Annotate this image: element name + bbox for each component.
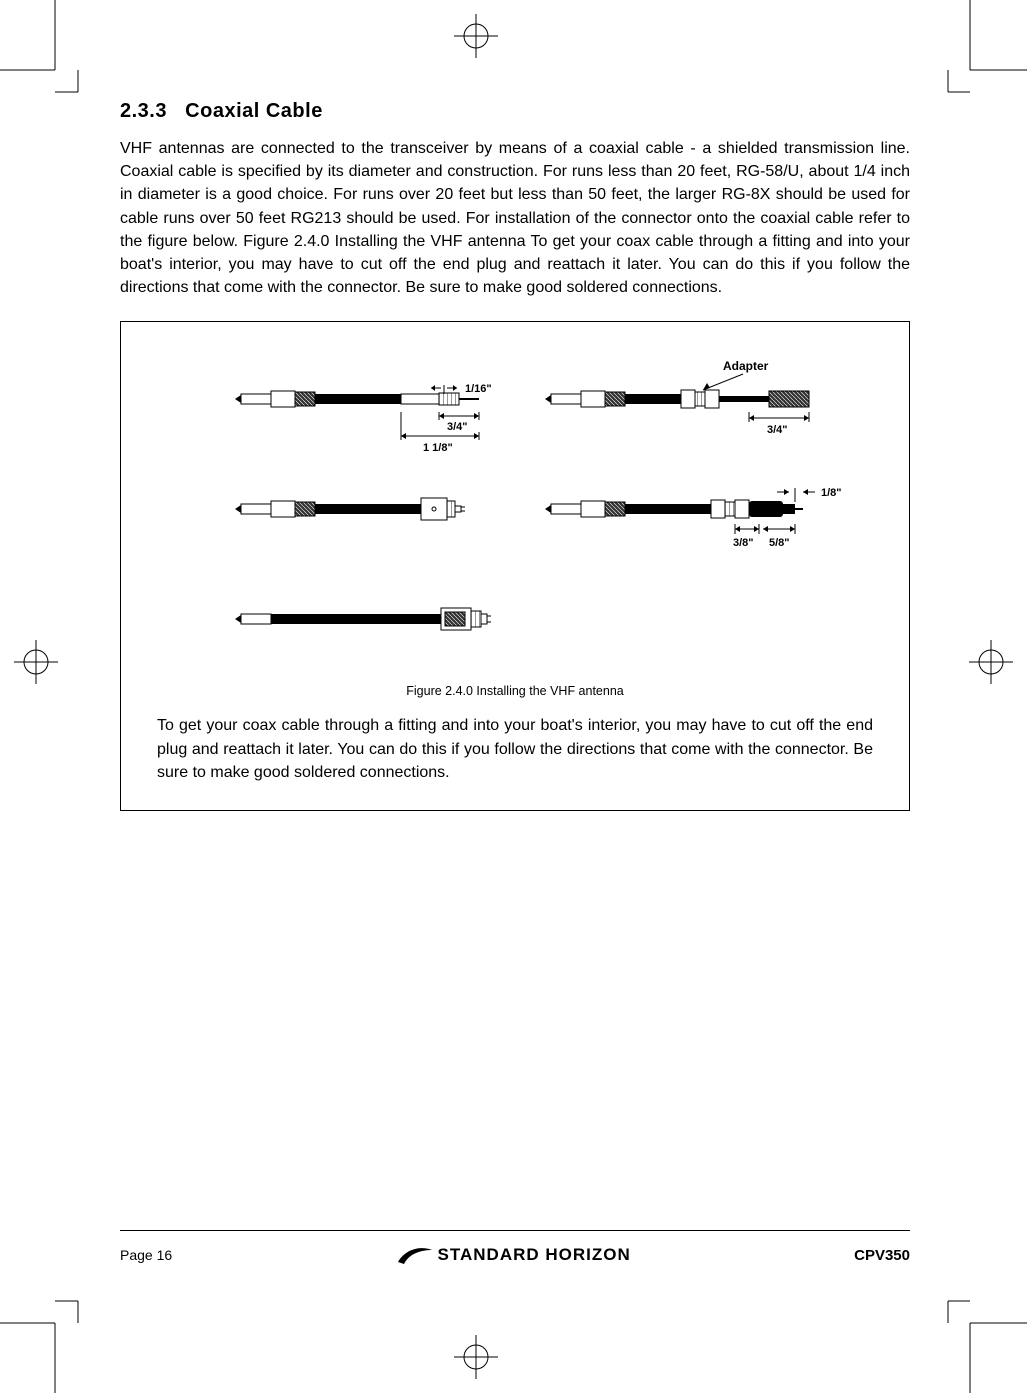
dim-1-8: 1/8" bbox=[821, 487, 842, 499]
page-number: Page 16 bbox=[120, 1247, 172, 1263]
dim-5-8: 5/8" bbox=[769, 537, 790, 549]
dim-1-16: 1/16" bbox=[465, 383, 492, 395]
model-number: CPV350 bbox=[854, 1247, 910, 1264]
section-number: 2.3.3 bbox=[120, 100, 167, 122]
label-adapter: Adapter bbox=[723, 359, 769, 373]
footer-rule bbox=[120, 1230, 910, 1231]
brand-logo: STANDARD HORIZON bbox=[396, 1244, 631, 1266]
brand-text: STANDARD HORIZON bbox=[438, 1245, 631, 1265]
brand-swoosh-icon bbox=[396, 1244, 434, 1266]
page-footer: Page 16 STANDARD HORIZON CPV350 bbox=[120, 1244, 910, 1266]
section-title: Coaxial Cable bbox=[185, 100, 323, 122]
figure-note: To get your coax cable through a fitting… bbox=[157, 714, 873, 784]
figure-diagram: 1/16" 3/4" 1 1/8 bbox=[185, 348, 845, 668]
dim-3-4b: 3/4" bbox=[767, 424, 788, 436]
dim-3-8: 3/8" bbox=[733, 537, 754, 549]
dim-3-4a: 3/4" bbox=[447, 421, 468, 433]
dim-1-1-8: 1 1/8" bbox=[423, 442, 453, 454]
figure-box: 1/16" 3/4" 1 1/8 bbox=[120, 321, 910, 811]
page-content: 2.3.3 Coaxial Cable VHF antennas are con… bbox=[120, 100, 910, 811]
figure-caption: Figure 2.4.0 Installing the VHF antenna bbox=[157, 684, 873, 698]
body-paragraph: VHF antennas are connected to the transc… bbox=[120, 137, 910, 299]
section-heading: 2.3.3 Coaxial Cable bbox=[120, 100, 910, 123]
